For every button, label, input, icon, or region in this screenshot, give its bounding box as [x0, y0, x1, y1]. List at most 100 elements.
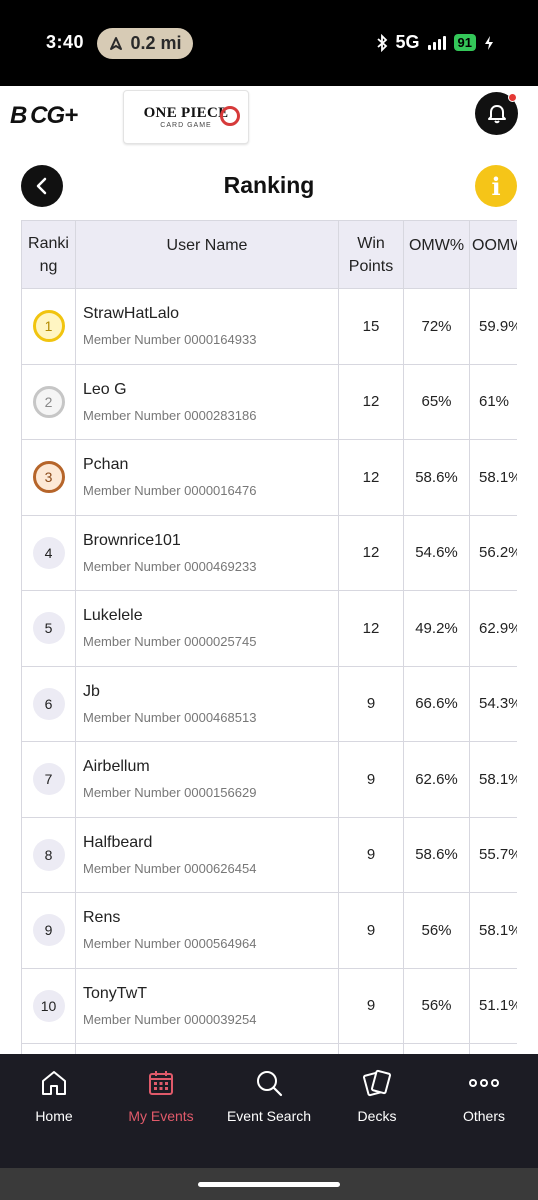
omw-cell: 72% [403, 288, 470, 365]
ranking-table-scroll[interactable]: Ranki ng User Name Win Points OMW% OOMW … [21, 220, 517, 1054]
omw-cell: 66.6% [403, 665, 470, 742]
table-row[interactable]: 2 Leo G Member Number 0000283186 12 65% 61% [21, 363, 517, 440]
calendar-icon [149, 1071, 173, 1095]
oomw-cell: 58.1% [469, 741, 517, 818]
network-type: 5G [395, 32, 420, 52]
user-cell: Rens Member Number 0000564964 [75, 892, 339, 969]
game-logo-emblem-icon [220, 106, 240, 126]
location-distance: 0.2 mi [130, 33, 182, 53]
nav-home[interactable]: Home [0, 1066, 108, 1124]
rank-badge: 10 [32, 989, 65, 1022]
win-points-cell: 15 [338, 288, 404, 365]
navigation-arrow-icon [110, 36, 123, 50]
game-logo-title: ONE PIECE [143, 105, 229, 121]
omw-cell: 58.6% [403, 439, 470, 516]
bell-icon [487, 104, 506, 123]
win-points-cell: 9 [338, 816, 404, 893]
game-logo-subtitle: CARD GAME [160, 122, 212, 129]
user-name: Rens [83, 909, 121, 927]
rank-cell: 1 [21, 288, 76, 365]
bandai-card-games-logo: B CG+ [10, 102, 78, 129]
rank-badge: 1 [32, 310, 65, 343]
member-number: Member Number 0000283186 [83, 407, 257, 423]
user-cell: StrawHatLalo Member Number 0000164933 [75, 288, 339, 365]
table-row[interactable]: 3 Pchan Member Number 0000016476 12 58.6% 58.… [21, 439, 517, 516]
user-name: Leo G [83, 380, 127, 398]
rank-badge: 4 [32, 536, 65, 569]
oomw-cell: 58.1% [469, 439, 517, 516]
location-pill[interactable]: 0.2 mi [97, 28, 193, 59]
home-icon [42, 1071, 66, 1095]
rank-cell: 7 [21, 741, 76, 818]
nav-decks[interactable]: Decks [323, 1066, 431, 1124]
user-cell: Pchan Member Number 0000016476 [75, 439, 339, 516]
info-button[interactable]: i [475, 165, 517, 207]
member-number: Member Number 0000564964 [83, 936, 257, 952]
user-cell: Brownrice101 Member Number 0000469233 [75, 514, 339, 591]
rank-badge: 6 [32, 687, 65, 720]
more-icon [469, 1079, 499, 1087]
omw-cell: 56% [403, 892, 470, 969]
member-number: Member Number 0000025745 [83, 634, 257, 650]
member-number: Member Number 0000468513 [83, 709, 257, 725]
user-cell: Lukelele Member Number 0000025745 [75, 590, 339, 667]
user-name: Lukelele [83, 607, 143, 625]
oomw-cell: 61% [469, 363, 517, 440]
table-row[interactable]: 8 Halfbeard Member Number 0000626454 9 58.6%… [21, 816, 517, 893]
nav-others[interactable]: Others [430, 1066, 538, 1124]
status-bar: 3:40 0.2 mi 5G 91 [0, 0, 538, 86]
omw-cell: 58.6% [403, 816, 470, 893]
user-cell: TonyTwT Member Number 0000039254 [75, 967, 339, 1044]
win-points-cell: 9 [338, 967, 404, 1044]
header-rank: Ranki ng [21, 220, 76, 289]
rank-badge: 7 [32, 763, 65, 796]
signal-icon [427, 35, 446, 50]
table-row[interactable]: 4 Brownrice101 Member Number 0000469233 12 5… [21, 514, 517, 591]
user-name: Brownrice101 [83, 531, 181, 549]
one-piece-card-game-logo[interactable]: ONE PIECE CARD GAME [123, 90, 249, 144]
rank-cell: 4 [21, 514, 76, 591]
omw-cell: 56% [403, 967, 470, 1044]
search-icon [257, 1071, 283, 1097]
rank-cell: 6 [21, 665, 76, 742]
app-header: B CG+ ONE PIECE CARD GAME [0, 86, 538, 148]
table-row[interactable]: 10 TonyTwT Member Number 0000039254 9 56% 51.… [21, 967, 517, 1044]
nav-my-events-label: My Events [128, 1108, 194, 1124]
rank-cell: 10 [21, 967, 76, 1044]
oomw-cell: 58.1% [469, 892, 517, 969]
oomw-cell: 62.9% [469, 590, 517, 667]
omw-cell: 49.2% [403, 590, 470, 667]
omw-cell: 54.6% [403, 514, 470, 591]
user-cell: Airbellum Member Number 0000156629 [75, 741, 339, 818]
member-number: Member Number 0000164933 [83, 332, 257, 348]
rank-cell: 3 [21, 439, 76, 516]
rank-badge: 2 [32, 385, 65, 418]
table-row[interactable]: 5 Lukelele Member Number 0000025745 12 49.2%… [21, 590, 517, 667]
member-number: Member Number 0000469233 [83, 558, 257, 574]
user-name: Pchan [83, 456, 129, 474]
user-name: StrawHatLalo [83, 305, 180, 323]
header-user-name: User Name [75, 220, 339, 289]
win-points-cell: 9 [338, 665, 404, 742]
nav-event-search[interactable]: Event Search [215, 1066, 323, 1124]
table-row[interactable]: 6 Jb Member Number 0000468513 966.6%54.3% [21, 665, 517, 742]
cards-icon [362, 1069, 392, 1097]
notifications-button[interactable] [475, 92, 518, 135]
notification-dot [508, 93, 517, 102]
table-row[interactable]: 7 Airbellum Member Number 0000156629 9 62.6%… [21, 741, 517, 818]
rank-badge: 3 [32, 461, 65, 494]
header-omw: OMW% [403, 220, 470, 289]
nav-others-label: Others [462, 1108, 505, 1124]
rank-cell: 9 [21, 892, 76, 969]
table-row[interactable]: 1 StrawHatLalo Member Number 0000164933 15 7… [21, 288, 517, 365]
rank-badge: 8 [32, 838, 65, 871]
win-points-cell: 12 [338, 514, 404, 591]
page-title: Ranking [223, 172, 315, 198]
omw-cell: 62.6% [403, 741, 470, 818]
back-button[interactable] [21, 165, 63, 207]
home-indicator[interactable] [198, 1182, 340, 1187]
oomw-cell: 59.9% [469, 288, 517, 365]
nav-home-label: Home [35, 1108, 73, 1124]
nav-my-events[interactable]: My Events [107, 1066, 215, 1124]
